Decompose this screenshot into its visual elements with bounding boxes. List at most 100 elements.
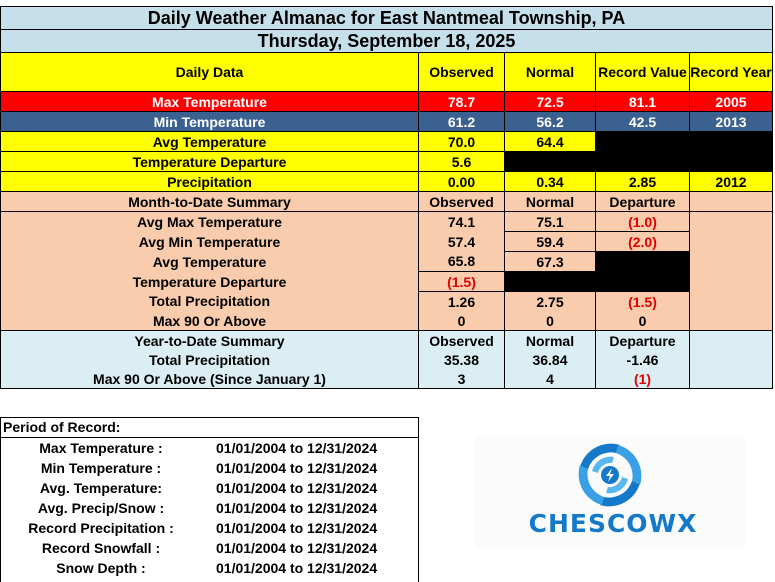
row-label: Avg Min Temperature bbox=[0, 231, 419, 252]
ytd-observed-header: Observed bbox=[418, 330, 505, 350]
period-row: Record Precipitation : 01/01/2004 to 12/… bbox=[1, 518, 418, 538]
blank-cell bbox=[688, 271, 774, 292]
daily-data-header: Daily Data bbox=[0, 52, 419, 92]
row-label: Avg Temperature bbox=[0, 251, 419, 272]
blank-cell bbox=[688, 191, 774, 212]
normal-value: 59.4 bbox=[504, 231, 596, 252]
blank-cell bbox=[688, 311, 774, 331]
departure-value: (2.0) bbox=[595, 231, 690, 252]
period-label: Max Temperature : bbox=[39, 440, 163, 456]
row-label: Precipitation bbox=[0, 171, 419, 192]
blank-cell bbox=[688, 330, 774, 350]
blank-cell bbox=[504, 151, 596, 172]
normal-value: 0 bbox=[504, 311, 596, 331]
row-label: Max 90 Or Above bbox=[0, 311, 419, 331]
departure-value: (1.5) bbox=[595, 291, 690, 311]
observed-value: 5.6 bbox=[418, 151, 505, 172]
period-of-record: Period of Record: Max Temperature : 01/0… bbox=[0, 417, 419, 582]
blank-cell bbox=[595, 131, 690, 152]
blank-cell bbox=[688, 291, 774, 311]
row-label: Temperature Departure bbox=[0, 151, 419, 172]
period-value: 01/01/2004 to 12/31/2024 bbox=[216, 540, 378, 556]
blank-cell bbox=[688, 369, 774, 389]
observed-header: Observed bbox=[418, 52, 505, 92]
normal-value: 75.1 bbox=[504, 211, 596, 232]
observed-value: 0.00 bbox=[418, 171, 505, 192]
period-row: Max Temperature : 01/01/2004 to 12/31/20… bbox=[1, 438, 418, 458]
row-label: Max 90 Or Above (Since January 1) bbox=[0, 369, 419, 389]
normal-header: Normal bbox=[504, 52, 596, 92]
observed-value: 0 bbox=[418, 311, 505, 331]
period-row: Avg. Temperature: 01/01/2004 to 12/31/20… bbox=[1, 478, 418, 498]
record-year: 2012 bbox=[688, 171, 774, 192]
row-mtd-total-precipitation: Total Precipitation 1.26 2.75 (1.5) bbox=[0, 291, 774, 311]
blank-cell bbox=[688, 350, 774, 369]
period-label: Avg. Temperature: bbox=[39, 480, 163, 496]
observed-value: 61.2 bbox=[418, 111, 505, 132]
normal-value: 36.84 bbox=[504, 350, 596, 369]
row-label: Total Precipitation bbox=[0, 350, 419, 369]
row-max-temperature: Max Temperature 78.7 72.5 81.1 2005 bbox=[0, 91, 774, 112]
ytd-departure-header: Departure bbox=[595, 330, 690, 350]
row-label: Total Precipitation bbox=[0, 291, 419, 311]
almanac-table: Daily Weather Almanac for East Nantmeal … bbox=[0, 6, 774, 389]
swirl-icon bbox=[578, 443, 642, 507]
row-mtd-max90: Max 90 Or Above 0 0 0 bbox=[0, 311, 774, 331]
record-year-header: Record Year bbox=[688, 52, 774, 92]
normal-value: 4 bbox=[504, 369, 596, 389]
row-label: Avg Max Temperature bbox=[0, 211, 419, 232]
observed-value: 57.4 bbox=[418, 231, 505, 252]
mtd-normal-header: Normal bbox=[504, 191, 596, 212]
row-mtd-temperature-departure: Temperature Departure (1.5) bbox=[0, 271, 774, 292]
period-label: Avg. Precip/Snow : bbox=[37, 500, 165, 516]
mtd-header-row: Month-to-Date Summary Observed Normal De… bbox=[0, 191, 774, 212]
row-mtd-avg-min: Avg Min Temperature 57.4 59.4 (2.0) bbox=[0, 231, 774, 252]
departure-value: (1.0) bbox=[595, 211, 690, 232]
record-value: 42.5 bbox=[595, 111, 690, 132]
normal-value: 0.34 bbox=[504, 171, 596, 192]
row-label: Min Temperature bbox=[0, 111, 419, 132]
period-label: Record Snowfall : bbox=[41, 540, 161, 556]
observed-value: 1.26 bbox=[418, 291, 505, 311]
observed-value: 65.8 bbox=[418, 251, 505, 272]
ytd-header-row: Year-to-Date Summary Observed Normal Dep… bbox=[0, 330, 774, 350]
observed-value: 35.38 bbox=[418, 350, 505, 369]
date-heading: Thursday, September 18, 2025 bbox=[0, 29, 774, 53]
period-value: 01/01/2004 to 12/31/2024 bbox=[216, 520, 378, 536]
period-row: Record Snowfall : 01/01/2004 to 12/31/20… bbox=[1, 538, 418, 558]
period-value: 01/01/2004 to 12/31/2024 bbox=[216, 500, 378, 516]
normal-value: 67.3 bbox=[504, 251, 596, 272]
record-value-header: Record Value bbox=[595, 52, 690, 92]
period-row: Avg. Precip/Snow : 01/01/2004 to 12/31/2… bbox=[1, 498, 418, 518]
normal-value: 64.4 bbox=[504, 131, 596, 152]
ytd-normal-header: Normal bbox=[504, 330, 596, 350]
departure-value: -1.46 bbox=[595, 350, 690, 369]
observed-value: (1.5) bbox=[418, 271, 505, 292]
row-label: Avg Temperature bbox=[0, 131, 419, 152]
period-label: Record Precipitation : bbox=[28, 520, 174, 536]
normal-value: 2.75 bbox=[504, 291, 596, 311]
row-temperature-departure: Temperature Departure 5.6 bbox=[0, 151, 774, 172]
blank-cell bbox=[595, 151, 690, 172]
blank-cell bbox=[595, 251, 690, 272]
observed-value: 78.7 bbox=[418, 91, 505, 112]
blank-cell bbox=[688, 231, 774, 252]
row-min-temperature: Min Temperature 61.2 56.2 42.5 2013 bbox=[0, 111, 774, 132]
observed-value: 74.1 bbox=[418, 211, 505, 232]
blank-cell bbox=[688, 151, 774, 172]
departure-value: 0 bbox=[595, 311, 690, 331]
period-value: 01/01/2004 to 12/31/2024 bbox=[216, 440, 378, 456]
blank-cell bbox=[504, 271, 596, 292]
period-label: Min Temperature : bbox=[40, 460, 162, 476]
observed-value: 70.0 bbox=[418, 131, 505, 152]
logo-text: CHESCOWX bbox=[528, 509, 698, 538]
blank-cell bbox=[595, 271, 690, 292]
normal-value: 56.2 bbox=[504, 111, 596, 132]
mtd-header-label: Month-to-Date Summary bbox=[0, 191, 419, 212]
record-value: 81.1 bbox=[595, 91, 690, 112]
page-title: Daily Weather Almanac for East Nantmeal … bbox=[0, 6, 774, 30]
period-label: Snow Depth : bbox=[56, 560, 146, 576]
row-mtd-avg-max: Avg Max Temperature 74.1 75.1 (1.0) bbox=[0, 211, 774, 232]
period-row: Snow Depth : 01/01/2004 to 12/31/2024 bbox=[1, 558, 418, 578]
